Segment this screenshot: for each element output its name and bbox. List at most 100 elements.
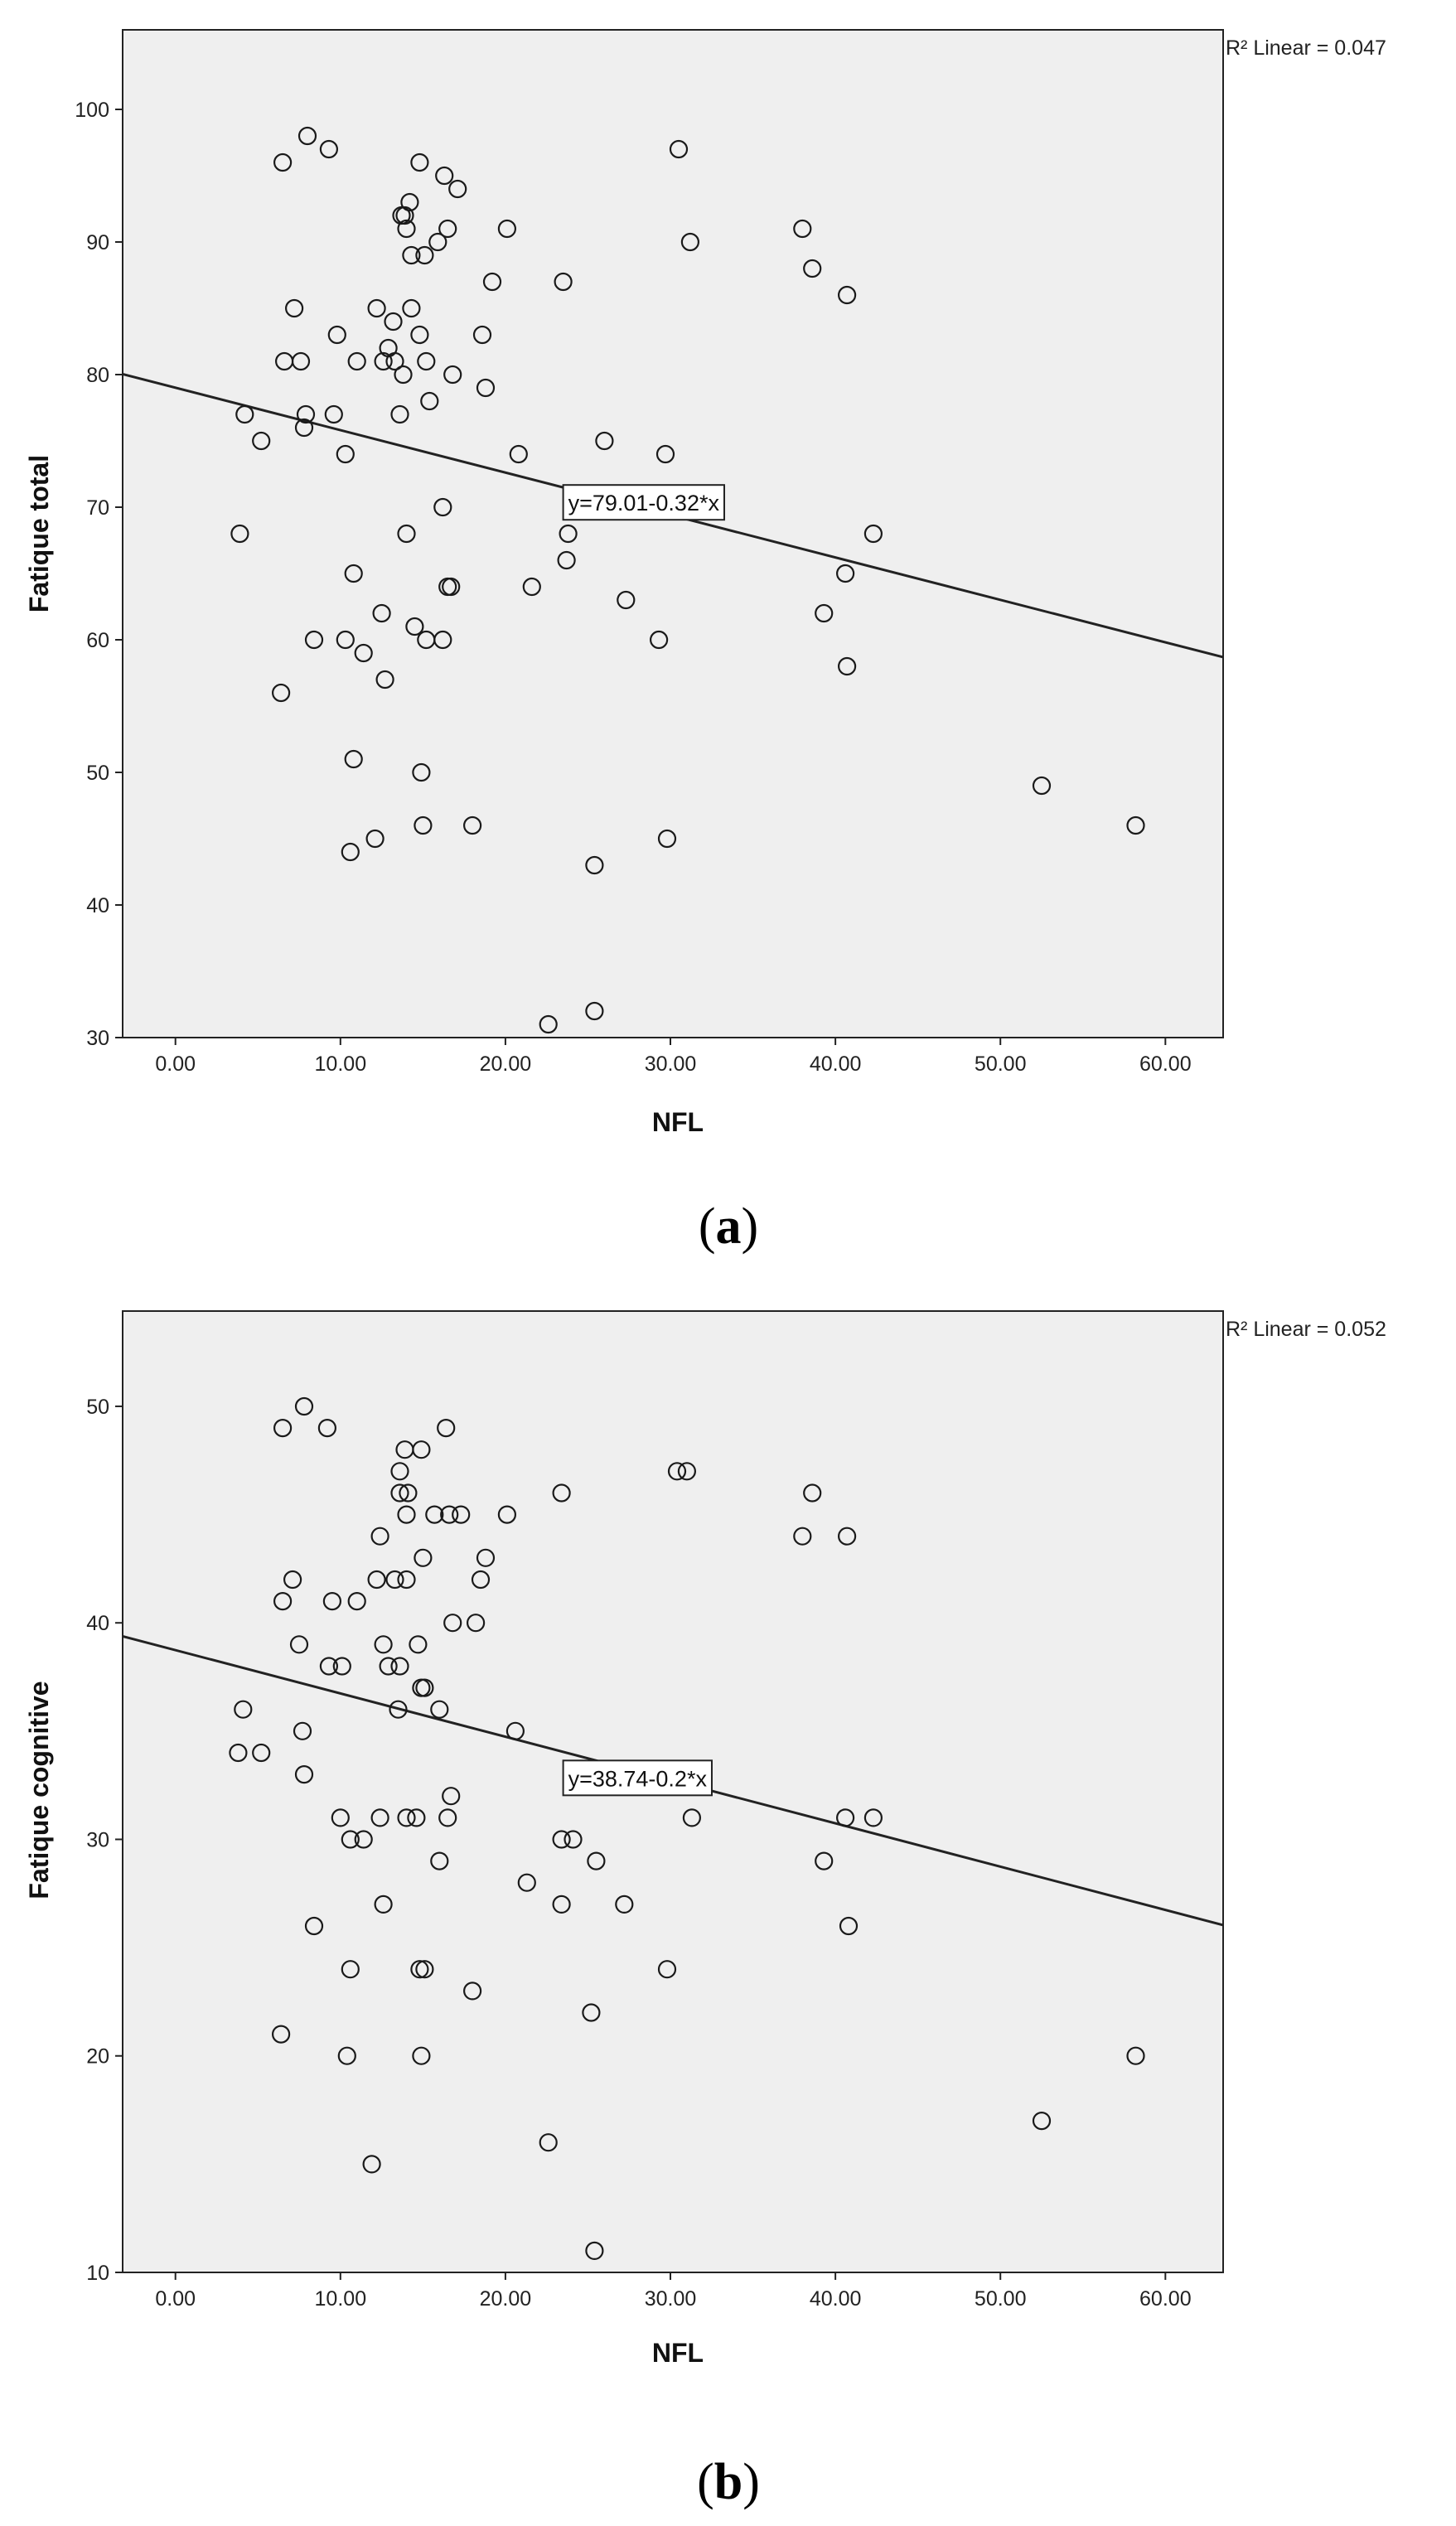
data-point [374, 1635, 393, 1654]
data-point [863, 524, 883, 544]
data-point [384, 312, 403, 331]
chart-panel-b: 0.00 10.00 20.00 30.00 40.00 50.00 60.00 10 20 3… [24, 1310, 1386, 2510]
data-point [397, 1808, 416, 1827]
data-point [410, 1960, 429, 1979]
data-point [397, 1570, 416, 1590]
data-point [354, 1830, 373, 1849]
data-point [835, 564, 855, 583]
data-point [471, 1570, 491, 1590]
data-point [344, 749, 363, 769]
x-tick-label: 10.00 [315, 1052, 367, 1076]
y-tick-label: 30 [86, 1027, 109, 1050]
data-point [319, 1657, 338, 1676]
data-point [327, 325, 346, 345]
data-point [412, 2046, 431, 2065]
data-point [837, 1527, 857, 1546]
data-point [347, 1591, 366, 1611]
data-point [336, 630, 355, 650]
data-point [657, 829, 677, 849]
data-point [448, 179, 467, 199]
data-point [294, 418, 314, 438]
data-point [1032, 2112, 1052, 2131]
data-point [437, 1418, 456, 1438]
data-point [341, 842, 360, 862]
data-point [407, 1808, 426, 1827]
data-point [397, 219, 416, 239]
data-point [390, 1483, 409, 1503]
data-point [617, 590, 636, 610]
data-point [336, 444, 355, 464]
y-tick-label: 20 [86, 2045, 109, 2069]
data-point [235, 404, 254, 424]
data-point [229, 1743, 248, 1763]
data-point [476, 378, 496, 398]
data-point [390, 1657, 409, 1676]
y-tick-label: 80 [86, 364, 109, 387]
data-point [362, 2155, 381, 2174]
x-axis-title-b: NFL [652, 2338, 704, 2368]
panel-label-b: (b) [697, 2454, 760, 2510]
data-point [379, 1657, 398, 1676]
data-point [417, 351, 436, 371]
data-point [462, 815, 482, 835]
x-axis-ticks-b: 0.00 10.00 20.00 30.00 40.00 50.00 60.00 [155, 2272, 1192, 2311]
data-point [399, 1483, 418, 1503]
x-tick-label: 60.00 [1139, 1052, 1192, 1076]
data-point [405, 617, 424, 636]
data-point [539, 1014, 558, 1034]
data-point [372, 603, 391, 623]
data-point [252, 1743, 271, 1763]
data-point [297, 126, 317, 146]
panel-label-b-letter: b [714, 2454, 743, 2510]
panel-label-a-open: ( [699, 1198, 716, 1255]
y-tick-label: 50 [86, 1396, 109, 1419]
data-point [476, 1548, 496, 1567]
data-point [294, 1765, 314, 1784]
fit-equation-a: y=79.01-0.32*x [568, 491, 720, 515]
data-point [522, 577, 541, 597]
data-point [837, 285, 857, 305]
data-point [375, 670, 394, 690]
x-axis-ticks-a: 0.00 10.00 20.00 30.00 40.00 50.00 60.00 [155, 1038, 1192, 1076]
scatter-points-a [230, 126, 1145, 1034]
data-point [402, 245, 421, 265]
data-point [585, 2241, 604, 2260]
data-point [442, 577, 461, 597]
panel-label-a-letter: a [716, 1198, 742, 1255]
x-tick-label: 40.00 [810, 2287, 862, 2311]
data-point [462, 1982, 482, 2001]
y-tick-label: 40 [86, 894, 109, 917]
data-point [230, 524, 249, 544]
data-point [793, 1527, 812, 1546]
x-tick-label: 50.00 [975, 1052, 1027, 1076]
data-point [482, 272, 502, 292]
data-point [234, 1700, 253, 1719]
data-point [425, 1505, 444, 1524]
data-point [291, 351, 311, 371]
data-point [341, 1960, 360, 1979]
data-point [385, 1570, 404, 1590]
data-point [332, 1657, 351, 1676]
equation-box-frame-a [562, 484, 725, 521]
data-point [415, 245, 434, 265]
y-tick-label: 90 [86, 231, 109, 254]
data-point [585, 855, 604, 875]
data-point [835, 1808, 855, 1827]
data-point [438, 219, 457, 239]
data-point [657, 1960, 677, 1979]
data-point [409, 1635, 428, 1654]
equation-box-a: y=79.01-0.32*x [562, 484, 725, 521]
plot-area-a [122, 29, 1224, 1038]
data-point [1126, 815, 1145, 835]
data-point [517, 1873, 536, 1892]
data-point [374, 1894, 393, 1914]
data-point [443, 1614, 462, 1633]
data-point [433, 497, 452, 517]
data-point [552, 1830, 571, 1849]
data-point [552, 1483, 571, 1503]
data-point [443, 365, 462, 385]
data-point [322, 1591, 341, 1611]
data-point [452, 1505, 471, 1524]
data-point [285, 298, 304, 318]
x-tick-label: 10.00 [315, 2287, 367, 2311]
